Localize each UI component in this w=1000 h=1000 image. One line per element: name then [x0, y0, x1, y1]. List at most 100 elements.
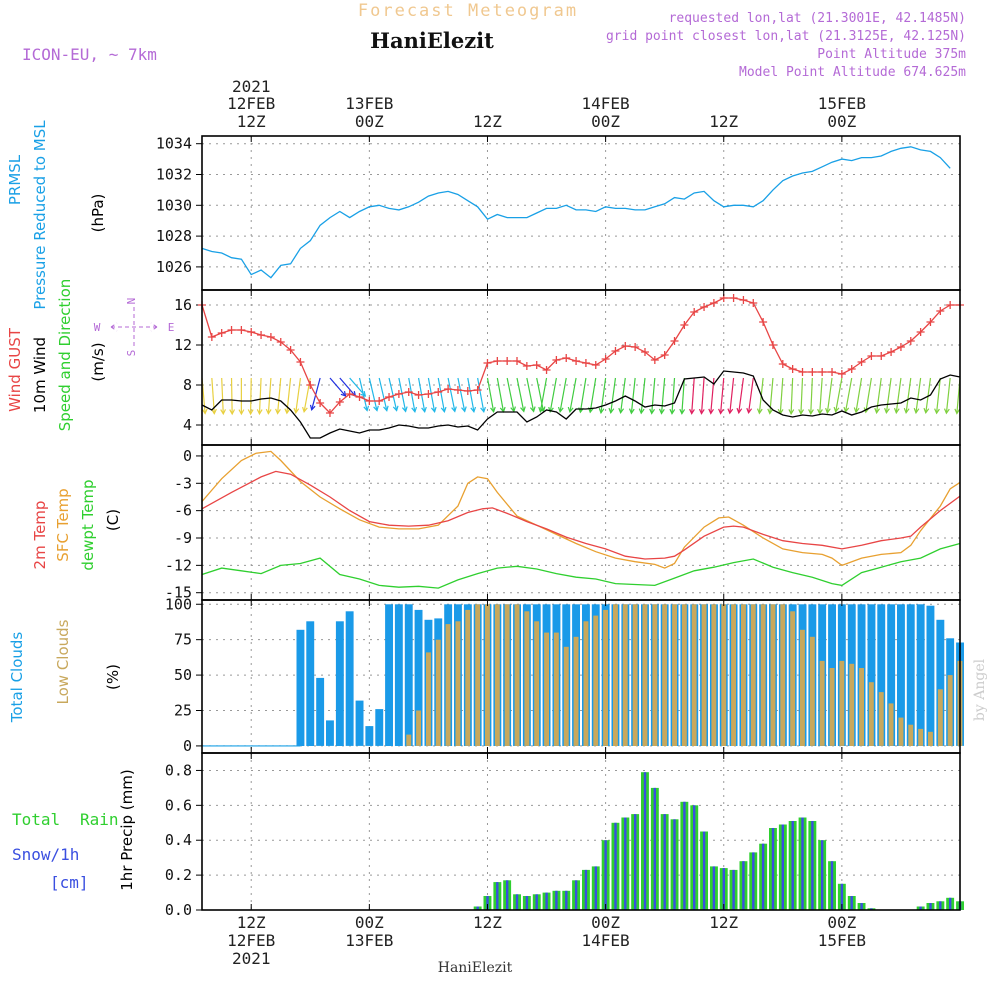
low-cloud-bar — [524, 611, 530, 746]
low-cloud-bar — [435, 639, 441, 746]
y-tick-label: 1026 — [156, 258, 192, 276]
total-cloud-bar — [916, 604, 925, 746]
y-tick-label: -15 — [165, 584, 192, 602]
gust-marker — [640, 348, 649, 356]
gust-marker — [434, 388, 443, 396]
gust-marker — [768, 341, 777, 349]
wind-arrow-head — [736, 407, 743, 415]
low-cloud-bar — [809, 636, 815, 746]
gust-marker — [650, 356, 659, 364]
y-tick-label: 0.8 — [165, 761, 192, 779]
gust-marker — [887, 348, 896, 356]
wind-arrow-head — [470, 406, 477, 414]
y-tick-label: 1032 — [156, 166, 192, 184]
wind-arrow-head — [383, 405, 389, 412]
wind-arrow — [447, 377, 456, 412]
y-tick-label: 4 — [183, 416, 192, 434]
gust-marker — [424, 390, 433, 398]
low-cloud-bar — [819, 660, 825, 746]
time-label-bottom: 00Z — [591, 913, 620, 932]
low-cloud-bar — [465, 609, 471, 746]
low-cloud-bar — [416, 710, 421, 746]
total-cloud-bar — [335, 621, 344, 746]
gust-marker — [552, 356, 561, 364]
low-cloud-bar — [504, 604, 510, 746]
gust-marker — [709, 299, 718, 307]
gust-marker — [375, 397, 384, 405]
gust-marker — [739, 296, 748, 304]
wind-arrow — [579, 377, 587, 413]
precip-snow-bar — [584, 869, 588, 910]
low-cloud-bar — [681, 604, 687, 746]
gust-marker — [414, 391, 423, 399]
wind-arrow-head — [309, 404, 316, 412]
gust-marker — [926, 318, 935, 326]
wind-arrow — [925, 377, 932, 413]
gust-marker — [847, 365, 856, 373]
time-label-top: 15FEB — [818, 94, 866, 113]
y-tick-label: 50 — [174, 666, 192, 684]
y-axis-label: (%) — [104, 664, 122, 690]
precip-snow-bar — [486, 896, 489, 910]
wind-arrow — [905, 377, 912, 413]
low-cloud-bar — [553, 632, 559, 746]
wind-arrow-head — [275, 408, 281, 415]
total-cloud-bar — [355, 700, 364, 746]
precip-snow-bar — [555, 890, 558, 910]
wind-arrow — [295, 377, 302, 413]
gust-marker — [453, 386, 462, 394]
temp-2m-line — [201, 470, 961, 560]
total-cloud-bar — [926, 605, 935, 746]
y-tick-label: 8 — [183, 376, 192, 394]
y-tick-label: 25 — [174, 702, 192, 720]
precip-snow-bar — [781, 824, 784, 910]
legend-rain: Rain — [80, 810, 119, 829]
time-label-bottom: 12Z — [709, 913, 738, 932]
wind-arrow-head — [529, 406, 536, 413]
low-cloud-bar — [652, 604, 658, 746]
gust-marker — [237, 326, 246, 334]
low-cloud-bar — [898, 717, 904, 746]
gust-marker — [385, 393, 394, 401]
low-cloud-bar — [622, 604, 628, 746]
wind-arrow — [221, 377, 224, 414]
precip-snow-bar — [791, 821, 794, 910]
wind-arrow-head — [567, 406, 574, 414]
location-title: HaniElezit — [370, 28, 494, 53]
low-cloud-bar — [918, 728, 924, 746]
time-label-top: 14FEB — [582, 94, 630, 113]
wind-arrow-head — [649, 408, 655, 415]
wind-arrow — [589, 377, 597, 413]
precip-snow-bar — [693, 805, 696, 910]
y-tick-label: 1028 — [156, 227, 192, 245]
precip-snow-bar — [574, 880, 578, 910]
wind-arrow-head — [943, 408, 950, 415]
precip-snow-bar — [939, 901, 942, 910]
gust-marker — [749, 299, 758, 307]
wind-arrow — [600, 377, 607, 413]
gust-marker — [335, 398, 344, 406]
precip-snow-bar — [840, 883, 844, 910]
gust-marker — [828, 368, 837, 376]
precip-snow-bar — [712, 866, 716, 910]
total-cloud-bar — [394, 604, 403, 746]
low-cloud-bar — [593, 615, 599, 746]
wind-arrow — [720, 377, 725, 414]
wind-arrow — [779, 377, 784, 414]
wind-arrow-head — [708, 408, 715, 415]
sfc-temp-line — [201, 450, 961, 569]
y-axis-label: 10m Wind — [31, 337, 49, 413]
compass-west: W — [94, 321, 101, 334]
legend-snow: Snow/1h — [12, 845, 79, 864]
wind-arrow — [729, 377, 735, 414]
wind-arrow-head — [411, 406, 418, 414]
precip-snow-bar — [683, 801, 686, 910]
wind-arrow-head — [746, 407, 753, 415]
y-axis-label: (C) — [104, 509, 122, 531]
low-cloud-bar — [662, 604, 668, 746]
y-tick-label: -6 — [174, 502, 192, 520]
time-label-top: 12FEB — [227, 94, 275, 113]
wind-arrow — [865, 377, 872, 413]
footer-label: HaniElezit — [438, 960, 513, 976]
